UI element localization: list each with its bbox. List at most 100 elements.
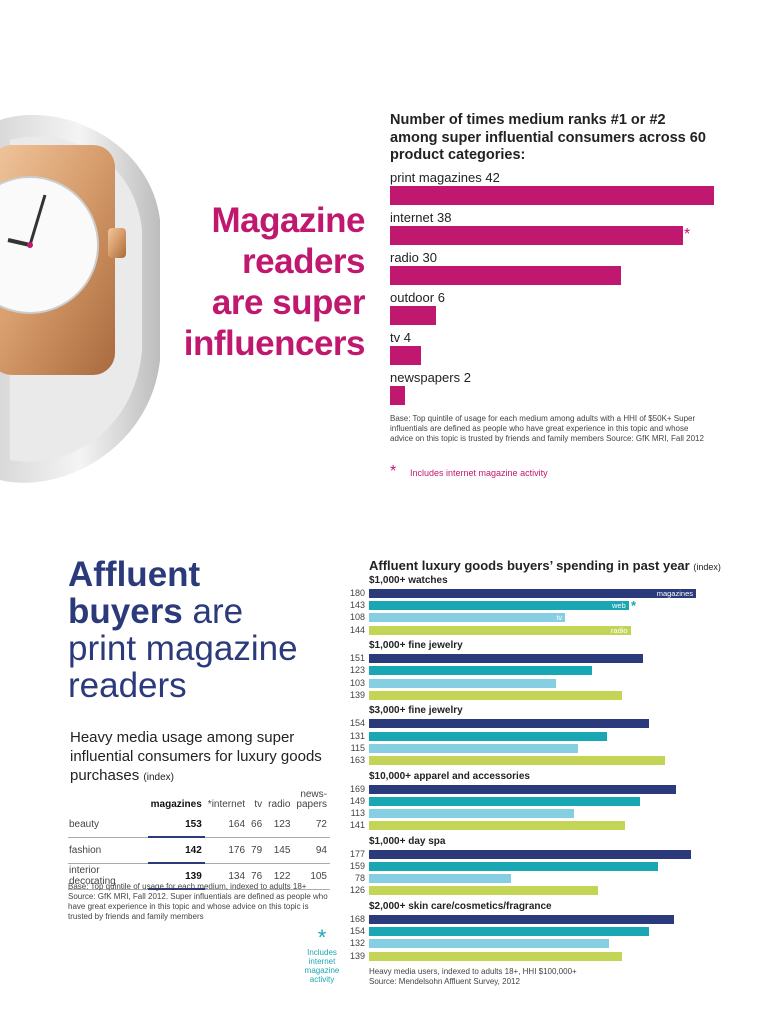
affluent-headline-3: print magazine (68, 629, 298, 668)
row-category: fashion (68, 837, 148, 864)
value-label: 131 (349, 730, 365, 741)
group-label: $1,000+ fine jewelry (369, 640, 463, 652)
column-header-tv: tv (254, 799, 263, 810)
affluent-headline-1: Affluent (68, 555, 201, 594)
cell-radio: 123 (265, 812, 294, 838)
watch-image (0, 100, 170, 495)
series-label: radio (610, 625, 628, 635)
bar-web (369, 666, 593, 676)
table-note: Base: Top quintile of usage for each med… (68, 882, 328, 921)
bar-radio (369, 756, 666, 765)
bar-web (369, 796, 640, 806)
bar-tv (369, 939, 609, 949)
bar-tv: tv (369, 613, 566, 623)
footnote-asterisk-icon: * (390, 463, 397, 480)
top-chart-title: Number of times medium ranks #1 or #2 am… (390, 112, 706, 163)
bar-internet (390, 226, 684, 245)
bar-newspapers (390, 386, 406, 405)
cell-internet: 134 (204, 863, 249, 890)
value-label: 149 (349, 795, 365, 806)
table-row: fashion 142 176 79 145 94 (68, 837, 330, 864)
value-label: 163 (349, 755, 365, 765)
internet-asterisk-icon: * (684, 226, 691, 243)
row-category: interior decorating (68, 863, 148, 890)
value-label: 123 (349, 665, 365, 676)
right-note-1: Heavy media users, indexed to adults 18+… (369, 967, 577, 976)
cell-tv: 66 (248, 812, 266, 838)
value-label: 78 (354, 873, 365, 884)
value-label: 103 (349, 677, 365, 688)
cell-newspapers: 105 (293, 863, 330, 890)
value-label: 177 (349, 848, 365, 859)
cell-internet: 164 (204, 812, 249, 838)
column-header-internet: *internet (207, 799, 246, 810)
right-chart-title: Affluent luxury goods buyers’ spending i… (369, 558, 721, 573)
column-header-magazines: magazines (150, 799, 202, 810)
right-bar-chart: $1,000+ watches 180 magazines 143 web 108 tv 14… (330, 575, 710, 965)
bar-magazines (369, 654, 644, 664)
value-label: 154 (349, 926, 365, 937)
column-header-newspapers: news-papers (296, 789, 327, 810)
group-label: $10,000+ apparel and accessories (369, 770, 530, 782)
series-label: web (612, 601, 626, 611)
value-label: 139 (349, 950, 365, 961)
series-label: tv (556, 613, 563, 623)
top-bar-chart: print magazines 42 internet 38 radio 30 out… (390, 170, 730, 410)
bar-magazines (369, 784, 677, 794)
value-label: 132 (349, 938, 365, 949)
bar-radio (390, 266, 622, 285)
value-label: 141 (349, 820, 365, 831)
bar-label: newspapers 2 (390, 370, 471, 385)
cell-magazines: 153 (147, 812, 205, 838)
cell-magazines: 139 (147, 863, 205, 890)
group-label: $1,000+ watches (369, 575, 448, 586)
value-label: 115 (350, 742, 365, 753)
group-label: $1,000+ day spa (369, 835, 446, 847)
bar-radio (369, 886, 598, 896)
right-note-2: Source: Mendelsohn Affluent Survey, 2012 (369, 977, 520, 986)
value-label: 169 (349, 783, 365, 794)
series-label: magazines (656, 589, 693, 598)
affluent-headline-2: buyers are (68, 592, 244, 631)
bar-tv (369, 809, 575, 818)
table-row: beauty 153 164 66 123 72 (68, 812, 330, 838)
row-category: beauty (68, 812, 148, 838)
value-label: 180 (349, 588, 365, 598)
bar-tv (369, 743, 578, 753)
column-header-radio: radio (268, 799, 291, 810)
cell-internet: 176 (204, 837, 249, 864)
cell-newspapers: 72 (293, 812, 330, 838)
value-label: 151 (349, 653, 365, 664)
value-label: 139 (349, 689, 365, 700)
bar-label: internet 38 (390, 210, 452, 225)
cell-newspapers: 94 (293, 837, 330, 864)
media-usage-table: magazines *internet tv radio news-papers… (68, 786, 330, 890)
headline-line-4: influencers (183, 324, 366, 363)
top-footnote: Includes internet magazine activity (410, 468, 548, 478)
cell-magazines: 142 (147, 837, 205, 864)
value-label: 154 (349, 718, 365, 729)
bar-print-magazines (390, 186, 714, 205)
value-label: 113 (350, 808, 365, 818)
bar-magazines (369, 719, 649, 729)
bar-label: print magazines 42 (390, 170, 500, 185)
web-asterisk-icon: * (631, 598, 637, 613)
bar-label: outdoor 6 (390, 290, 445, 305)
value-label: 126 (349, 885, 365, 896)
teal-footnote: Includes internet magazine activity (304, 948, 340, 984)
bar-web (369, 862, 658, 871)
value-label: 143 (349, 600, 365, 611)
value-label: 144 (349, 624, 365, 635)
bar-outdoor (390, 306, 437, 325)
cell-tv: 76 (248, 863, 266, 890)
cell-radio: 122 (265, 863, 294, 890)
table-title: Heavy media usage among super influentia… (70, 729, 322, 784)
bar-label: radio 30 (390, 250, 437, 265)
headline-line-3: are super (211, 283, 366, 322)
bar-web: web (369, 601, 629, 611)
bar-magazines (369, 849, 691, 859)
bar-magazines: magazines (369, 589, 696, 598)
bar-label: tv 4 (390, 330, 411, 345)
group-label: $3,000+ fine jewelry (369, 705, 463, 717)
headline-line-2: readers (242, 242, 365, 281)
